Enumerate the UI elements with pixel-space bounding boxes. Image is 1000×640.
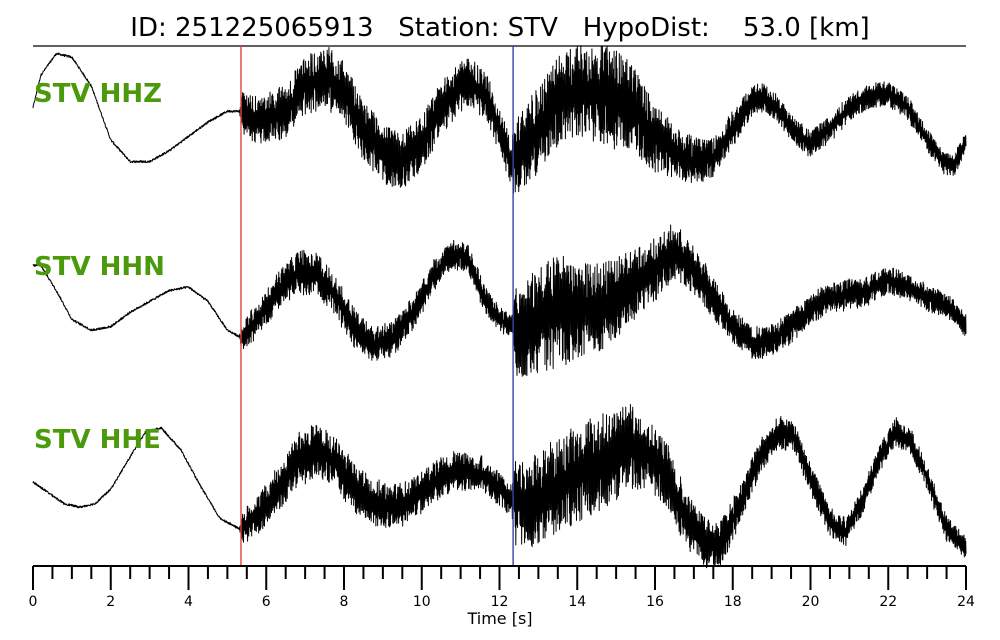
trace-label-stv-hhz: STV HHZ — [34, 79, 162, 109]
traces-group — [32, 45, 967, 569]
picks-group — [240, 46, 514, 566]
trace-labels-group: STV HHZ STV HHN STV HHE — [34, 79, 165, 455]
x-tick-label: 4 — [184, 594, 193, 610]
x-axis-label: Time [s] — [466, 609, 532, 628]
x-tick-label: 14 — [568, 594, 586, 610]
trace-label-stv-hhn: STV HHN — [34, 252, 165, 282]
x-tick-label: 22 — [879, 594, 897, 610]
x-tick-label: 24 — [957, 594, 975, 610]
x-tick-label: 16 — [646, 594, 664, 610]
chart-title: ID: 251225065913 Station: STV HypoDist: … — [130, 13, 869, 43]
trace-line-stv-hhn — [32, 224, 967, 377]
trace-label-stv-hhe: STV HHE — [34, 425, 161, 455]
trace-line-stv-hhe — [32, 404, 967, 569]
x-tick-label: 18 — [724, 594, 742, 610]
x-tick-label: 6 — [262, 594, 271, 610]
x-tick-label: 8 — [340, 594, 349, 610]
trace-line-stv-hhz — [32, 45, 967, 194]
x-axis: 0 2 4 6 8 10 12 14 16 18 20 22 24 — [29, 565, 975, 610]
x-tick-label: 12 — [491, 594, 509, 610]
x-tick-label: 2 — [106, 594, 115, 610]
x-tick-label: 0 — [29, 594, 38, 610]
x-tick-label: 20 — [802, 594, 820, 610]
x-tick-label: 10 — [413, 594, 431, 610]
